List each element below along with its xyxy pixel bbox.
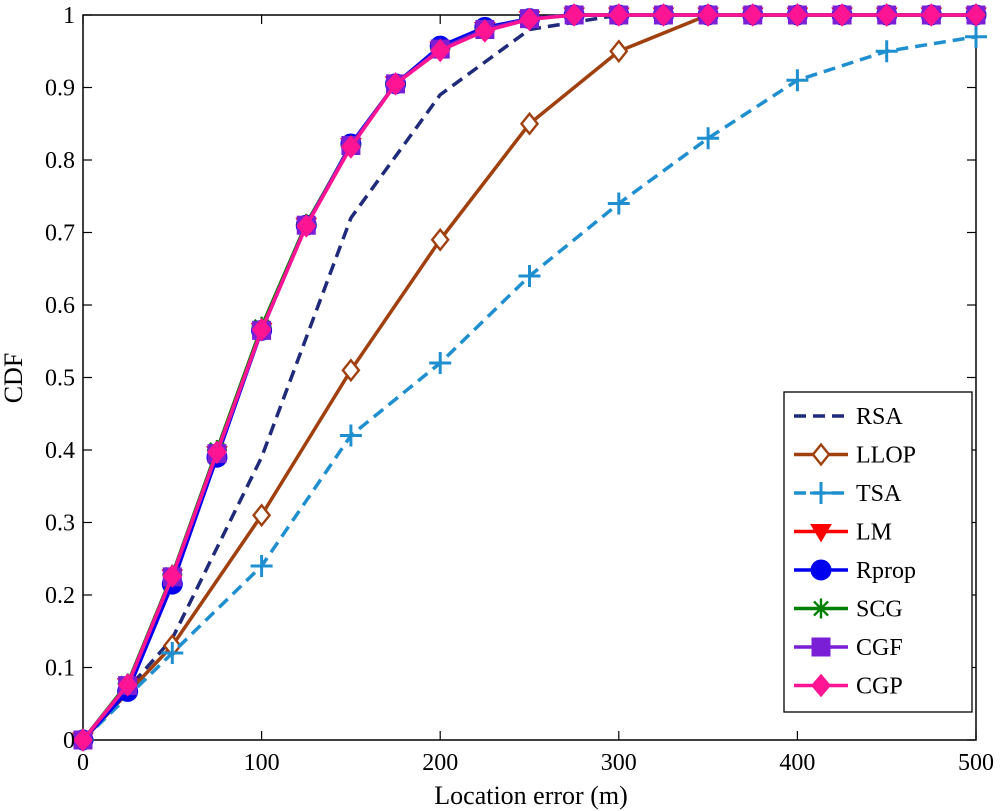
y-tick-label: 0.1 (45, 656, 75, 682)
data-point (965, 3, 987, 27)
data-point (385, 72, 406, 96)
x-tick-label: 300 (601, 750, 637, 776)
legend-label: TSA (856, 481, 902, 507)
y-tick-label: 0 (63, 728, 75, 754)
data-point (430, 38, 451, 63)
y-tick-label: 0.2 (45, 583, 75, 609)
data-point (162, 564, 183, 588)
data-point (72, 728, 94, 752)
y-tick-label: 0.4 (45, 438, 75, 464)
legend-label: CGP (856, 674, 903, 700)
x-tick-label: 200 (422, 750, 458, 776)
asterisk-stroke (813, 600, 829, 617)
y-tick-label: 0.7 (45, 221, 75, 247)
legend-item-scg: SCG (794, 597, 903, 623)
legend-label: LLOP (856, 443, 916, 469)
legend-label: LM (856, 520, 892, 546)
data-point (340, 135, 361, 159)
legend-label: CGF (856, 635, 903, 661)
y-tick-label: 0.5 (45, 366, 75, 392)
y-tick-label: 0.8 (45, 148, 75, 174)
data-point (698, 3, 719, 27)
data-point (518, 265, 541, 287)
data-point (810, 559, 832, 581)
data-point (519, 111, 540, 136)
legend-label: Rprop (856, 558, 916, 584)
series-cgp (72, 3, 987, 752)
data-point (810, 673, 832, 698)
data-point (810, 482, 832, 504)
data-point (609, 39, 629, 64)
data-point (787, 3, 808, 27)
data-point (653, 3, 674, 27)
legend-box (783, 391, 973, 713)
data-point (810, 524, 832, 543)
legend: RSA LLOP TSA LM Rprop SCG CGF CGP (783, 391, 973, 713)
data-point (296, 214, 317, 238)
x-axis-title: Location error (m) (434, 781, 627, 810)
x-tick-label: 0 (77, 750, 89, 776)
data-point (474, 19, 495, 43)
data-point (252, 503, 272, 528)
data-point (161, 642, 184, 664)
data-point (742, 3, 763, 27)
data-point (697, 127, 720, 150)
legend-item-rprop: Rprop (794, 558, 916, 584)
data-point (786, 69, 809, 92)
data-point (875, 40, 898, 63)
y-tick-label: 0.3 (45, 511, 75, 537)
x-tick-label: 400 (779, 750, 815, 776)
data-point (564, 3, 585, 27)
legend-item-rsa: RSA (794, 404, 903, 430)
series-tsa (72, 25, 987, 751)
data-point (206, 440, 227, 464)
data-point (251, 317, 272, 342)
y-axis-title: CDF (0, 353, 28, 404)
legend-item-tsa: TSA (794, 481, 902, 507)
data-point (519, 7, 540, 32)
legend-label: SCG (856, 597, 903, 623)
data-point (811, 598, 831, 619)
data-point (250, 555, 273, 577)
data-point (117, 673, 138, 697)
y-tick-label: 0.6 (45, 293, 75, 319)
legend-item-cgp: CGP (794, 674, 903, 700)
data-point (876, 3, 897, 27)
data-point (430, 227, 450, 252)
data-point (339, 424, 362, 447)
data-point (811, 442, 831, 467)
data-point (965, 25, 987, 48)
tick-labels: 0 100 200 300 400 500 0 0.1 0.2 0.3 0.4 0.5 0.6 0.7 0.… (45, 3, 994, 776)
data-point (429, 352, 452, 374)
legend-label: RSA (856, 404, 903, 430)
x-tick-label: 500 (958, 750, 994, 776)
data-point (811, 637, 831, 657)
series-layer (72, 3, 987, 752)
data-point (608, 3, 629, 27)
y-tick-label: 1 (63, 3, 75, 29)
x-tick-label: 100 (244, 750, 280, 776)
data-point (832, 3, 853, 27)
data-point (921, 3, 942, 27)
y-tick-label: 0.9 (45, 76, 75, 102)
legend-item-llop: LLOP (794, 443, 916, 469)
legend-item-cgf: CGF (794, 635, 903, 661)
data-point (341, 358, 361, 383)
data-point (607, 192, 630, 215)
legend-item-lm: LM (794, 520, 892, 546)
